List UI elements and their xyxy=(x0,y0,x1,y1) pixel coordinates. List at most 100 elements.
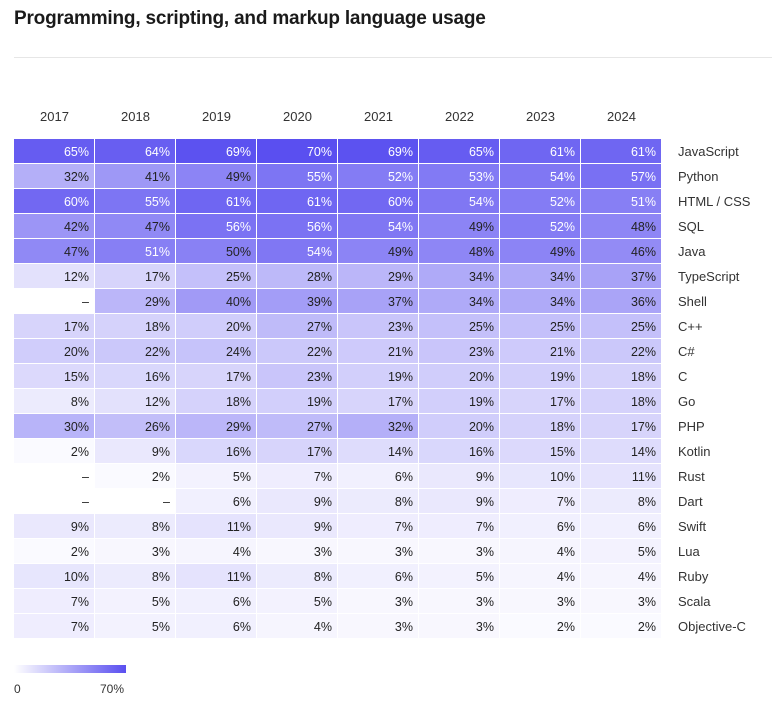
year-label-2019: 2019 xyxy=(202,109,231,124)
heatmap-cell xyxy=(419,314,499,338)
heatmap-cell xyxy=(500,539,580,563)
cell-value-label: 55% xyxy=(307,170,332,184)
year-label-2020: 2020 xyxy=(283,109,312,124)
cell-value-label: – xyxy=(163,495,170,509)
cell-value-label: 9% xyxy=(314,495,332,509)
cell-value-label: 61% xyxy=(307,195,332,209)
heatmap-cell xyxy=(95,214,175,238)
heatmap-cell xyxy=(14,139,94,163)
heatmap-cell xyxy=(419,589,499,613)
cell-value-label: 56% xyxy=(307,220,332,234)
language-label: Ruby xyxy=(678,569,709,584)
language-label: Java xyxy=(678,244,706,259)
heatmap-cell xyxy=(14,214,94,238)
cell-value-label: 18% xyxy=(550,420,575,434)
heatmap-cell xyxy=(14,314,94,338)
cell-value-label: 51% xyxy=(145,245,170,259)
cell-value-label: 14% xyxy=(388,445,413,459)
cell-value-label: 22% xyxy=(307,345,332,359)
cell-value-label: 8% xyxy=(395,495,413,509)
heatmap-cell xyxy=(95,489,175,513)
heatmap-cell xyxy=(419,289,499,313)
heatmap-cell xyxy=(95,389,175,413)
heatmap-cell xyxy=(257,164,337,188)
cell-value-label: 5% xyxy=(638,545,656,559)
heatmap-cell xyxy=(581,214,661,238)
cell-value-label: 69% xyxy=(388,145,413,159)
heatmap-cell xyxy=(419,139,499,163)
heatmap-cell xyxy=(338,339,418,363)
heatmap-cell xyxy=(500,489,580,513)
heatmap-cell xyxy=(176,489,256,513)
heatmap-cell xyxy=(176,614,256,638)
cell-value-label: 52% xyxy=(550,220,575,234)
heatmap-cell xyxy=(581,564,661,588)
heatmap-cell xyxy=(338,164,418,188)
cell-value-label: 17% xyxy=(550,395,575,409)
cell-value-label: 7% xyxy=(476,520,494,534)
heatmap-cell xyxy=(419,439,499,463)
heatmap-cell xyxy=(500,414,580,438)
cell-value-label: 53% xyxy=(469,170,494,184)
heatmap-cell xyxy=(95,564,175,588)
heatmap-cell xyxy=(338,264,418,288)
heatmap-cell xyxy=(581,414,661,438)
heatmap-cell xyxy=(14,439,94,463)
heatmap-cell xyxy=(419,539,499,563)
cell-value-label: 12% xyxy=(64,270,89,284)
cell-value-label: 15% xyxy=(550,445,575,459)
cell-value-label: 27% xyxy=(307,320,332,334)
cell-value-label: 32% xyxy=(388,420,413,434)
cell-value-label: 61% xyxy=(631,145,656,159)
cell-value-label: 70% xyxy=(307,145,332,159)
heatmap-cell xyxy=(14,464,94,488)
heatmap-cell xyxy=(14,389,94,413)
cell-value-label: – xyxy=(82,470,89,484)
cell-value-label: 26% xyxy=(145,420,170,434)
language-label: Kotlin xyxy=(678,444,711,459)
cell-value-label: 34% xyxy=(469,270,494,284)
cell-value-label: 18% xyxy=(631,395,656,409)
cell-value-label: 10% xyxy=(550,470,575,484)
heatmap-cell xyxy=(176,364,256,388)
heatmap-cell xyxy=(14,189,94,213)
heatmap-cell xyxy=(500,439,580,463)
cell-value-label: 60% xyxy=(388,195,413,209)
heatmap-cell xyxy=(581,464,661,488)
cell-value-label: 8% xyxy=(152,520,170,534)
cell-value-label: 20% xyxy=(226,320,251,334)
heatmap-cell xyxy=(14,339,94,363)
cell-value-label: 25% xyxy=(550,320,575,334)
cell-value-label: 17% xyxy=(64,320,89,334)
legend-color-bar xyxy=(14,665,126,673)
cell-value-label: 3% xyxy=(314,545,332,559)
heatmap-cell xyxy=(176,564,256,588)
heatmap-cell xyxy=(338,289,418,313)
heatmap-cell xyxy=(581,339,661,363)
heatmap-cell xyxy=(500,239,580,263)
cell-value-label: 4% xyxy=(557,570,575,584)
cell-value-label: 16% xyxy=(145,370,170,384)
heatmap-cell xyxy=(14,264,94,288)
language-label: Shell xyxy=(678,294,707,309)
heatmap-cell xyxy=(338,464,418,488)
cell-value-label: 6% xyxy=(395,470,413,484)
heatmap-cell xyxy=(338,389,418,413)
heatmap-cell xyxy=(176,439,256,463)
heatmap-cell xyxy=(176,139,256,163)
heatmap-cell xyxy=(581,439,661,463)
cell-value-label: 22% xyxy=(145,345,170,359)
cell-value-label: 9% xyxy=(314,520,332,534)
year-label-2023: 2023 xyxy=(526,109,555,124)
heatmap-cell xyxy=(419,239,499,263)
heatmap-cell xyxy=(95,139,175,163)
heatmap-cell xyxy=(257,139,337,163)
heatmap-cell xyxy=(257,514,337,538)
cell-value-label: 37% xyxy=(631,270,656,284)
heatmap-cell xyxy=(419,564,499,588)
cell-value-label: 2% xyxy=(557,620,575,634)
heatmap-cell xyxy=(500,464,580,488)
cell-value-label: 4% xyxy=(233,545,251,559)
cell-value-label: 51% xyxy=(631,195,656,209)
cell-value-label: 21% xyxy=(550,345,575,359)
